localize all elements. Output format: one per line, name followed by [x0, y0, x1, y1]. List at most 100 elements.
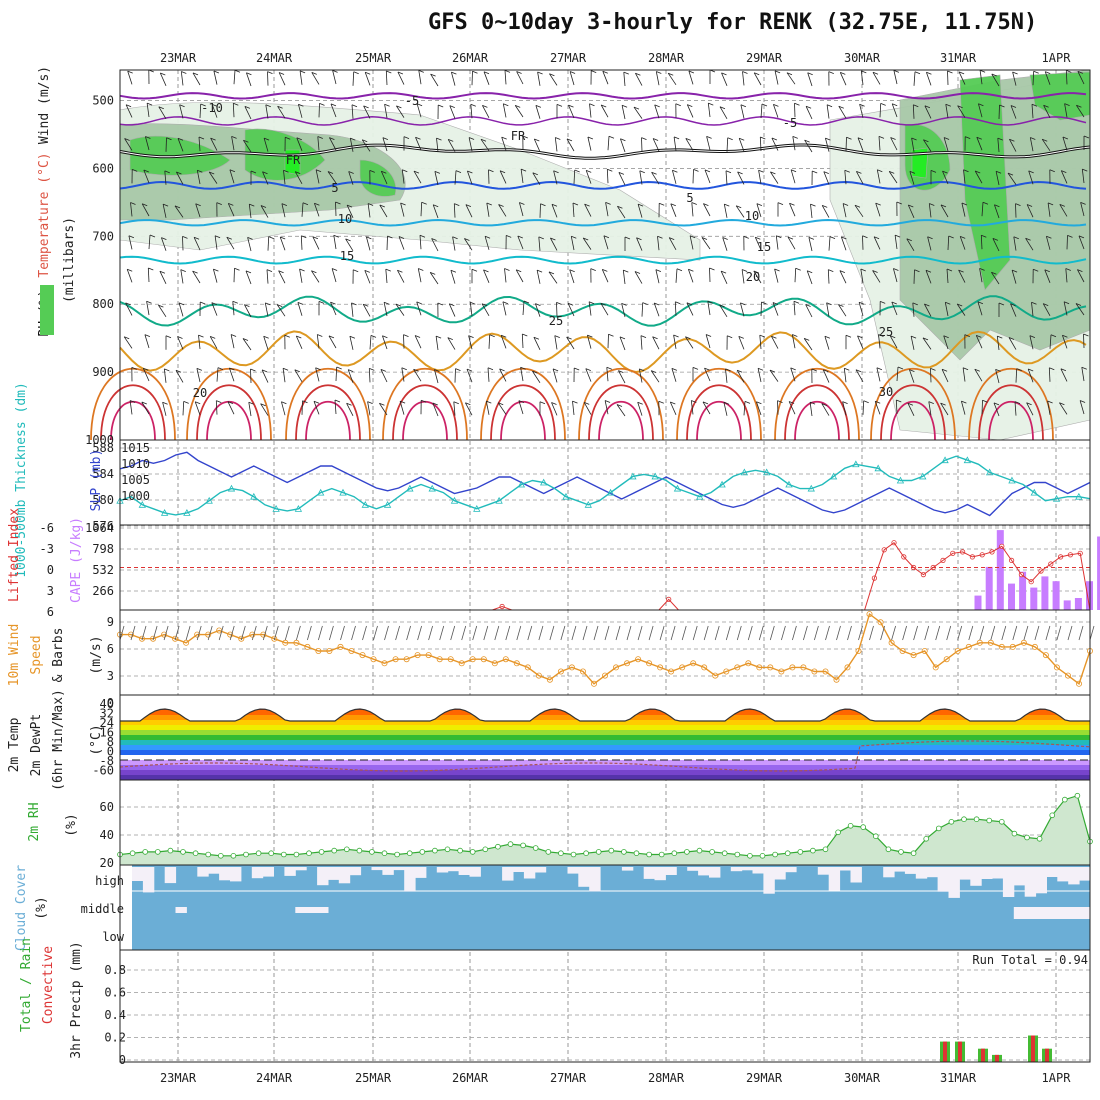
wind-barb-flag [447, 337, 453, 340]
wind-barb-flag [910, 335, 917, 339]
warm-contour-arc [480, 368, 566, 441]
wind-barb-flag [621, 303, 627, 306]
wind-barb-flag [670, 401, 676, 405]
wind-barb-flag [438, 104, 444, 108]
temperature-band [120, 720, 1090, 726]
wind-barb-flag [380, 369, 387, 372]
wind-barb [701, 237, 711, 250]
wind-barb [1032, 71, 1035, 86]
wind-barb-flag [515, 105, 521, 108]
wind-barb [845, 137, 847, 152]
wind-barb-flag [1063, 301, 1070, 305]
wind-barb [738, 138, 745, 152]
wind-barb-flag [1062, 136, 1069, 140]
wind-barb [879, 103, 882, 118]
wind-barb-flag [639, 368, 645, 372]
wind-barb-flag [604, 400, 611, 403]
wind-barb [1043, 105, 1051, 118]
wind-barb-flag [385, 268, 391, 272]
wind-barb [159, 271, 167, 284]
wind-barb [828, 236, 831, 251]
wind-barb [250, 368, 252, 384]
wind-barb [841, 236, 847, 251]
wind-barb-flag [754, 72, 760, 76]
wind-barb-flag [465, 402, 471, 406]
wind-barb-flag [522, 333, 528, 337]
high-cloud-gap [643, 867, 656, 879]
wind-barb [130, 202, 133, 217]
wind-barb-flag [448, 139, 454, 142]
wind-barb [675, 268, 678, 283]
wind-barb-flag [468, 137, 475, 140]
rh2m-marker [381, 850, 388, 856]
thickness-axis-label: 1000-500mb Thickness (dm) [14, 382, 29, 578]
wind-barb-flag [362, 139, 368, 143]
wind-barb [301, 400, 303, 415]
wind-barb [860, 70, 864, 85]
wind-barb [927, 236, 932, 251]
wind-barb-flag [810, 203, 816, 207]
wind-barb-flag [277, 105, 283, 109]
wind-barb-flag [619, 336, 626, 340]
wind-barb [1041, 138, 1051, 152]
wind-barb-flag [571, 235, 577, 239]
wind-barb [958, 71, 966, 85]
rh-shading [911, 147, 929, 179]
wind-barb-flag [740, 302, 746, 306]
wind-barb [364, 270, 371, 284]
wind-barb-flag [1078, 235, 1085, 239]
surface-wind-barb [284, 625, 290, 641]
wind-barb [909, 369, 915, 383]
wind-barb-flag [872, 270, 878, 273]
wind-barb [124, 138, 133, 151]
wind-barb-flag [823, 171, 829, 174]
high-cloud-gap [251, 867, 264, 879]
wind-barb [742, 71, 745, 86]
wind-barb-flag [906, 238, 912, 242]
wind-barb [416, 103, 422, 118]
wind-barb-flag [651, 171, 657, 175]
wind-barb-flag [720, 270, 727, 274]
rh2m-marker [810, 847, 816, 854]
wind-barb-flag [536, 269, 543, 273]
warm-contour-arc [578, 368, 664, 441]
rh2m-marker [419, 849, 426, 855]
wind-barb-flag [522, 135, 528, 139]
wind-barb [193, 237, 201, 251]
wind-barb [974, 170, 983, 184]
wind-barb [842, 401, 847, 416]
thickness-tick: 580 [92, 493, 114, 507]
slp-line-marker [495, 496, 503, 504]
wind-barb [669, 401, 677, 415]
wind-barb [413, 369, 422, 382]
warm-contour-arc [392, 384, 458, 441]
wind-barb-flag [602, 269, 608, 272]
wind-barb [1044, 71, 1051, 85]
wind-barb-flag [914, 269, 920, 273]
panel-frame-precip [119, 949, 1091, 1063]
wind-barb-flag [788, 401, 795, 404]
wind-barb-flag [421, 201, 427, 205]
wind-barb-flag [331, 268, 338, 271]
wind-barb [622, 270, 626, 285]
wind-barb [539, 203, 541, 218]
wind-barb-flag [995, 170, 1002, 174]
wind-barb-flag [1077, 269, 1083, 272]
wind-barb-flag [464, 238, 470, 241]
wind-barb-flag [687, 104, 693, 107]
wind-barb [947, 235, 950, 251]
wind-barb-flag [792, 334, 798, 337]
wind-barb [385, 269, 388, 284]
wind-barb [862, 235, 864, 250]
wind-barb-flag [877, 169, 883, 173]
wind-barb [263, 137, 269, 152]
wind-barb-flag [328, 335, 335, 339]
wind-barb [352, 71, 355, 86]
freezing-line-inner [119, 144, 1091, 159]
wind-barb [843, 368, 847, 383]
warm-contour-arc [988, 401, 1034, 441]
wind-barb [123, 336, 133, 349]
wind-barb-flag [1044, 269, 1050, 273]
rh2m-marker [532, 845, 539, 851]
wind-barb-flag [231, 136, 237, 139]
